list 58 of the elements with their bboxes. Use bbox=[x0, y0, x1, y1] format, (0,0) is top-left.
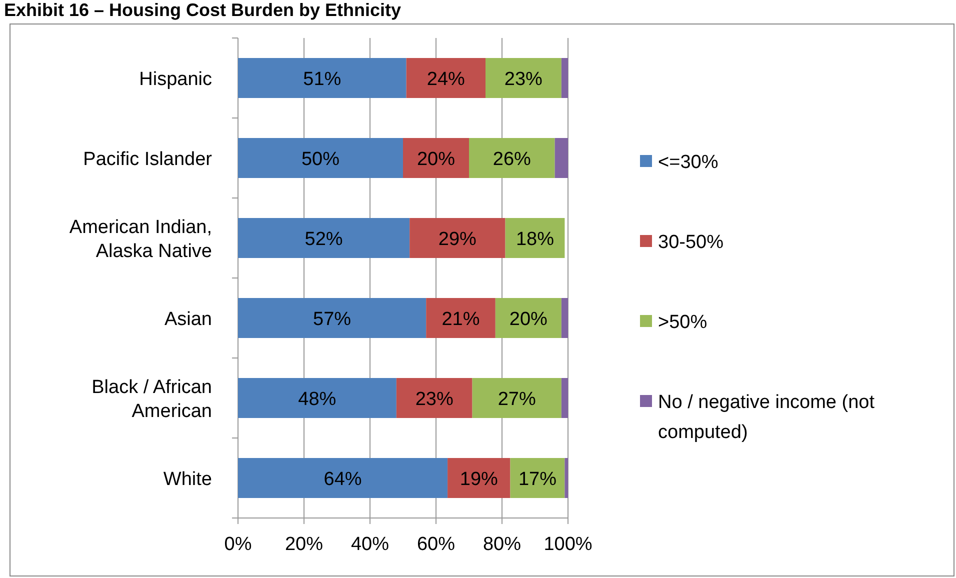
y-tick-label: Asian bbox=[164, 309, 212, 330]
bar bbox=[238, 138, 403, 178]
data-label: 52% bbox=[304, 229, 343, 250]
x-tick-label: 0% bbox=[224, 534, 252, 555]
data-label: 24% bbox=[426, 69, 466, 90]
bar bbox=[238, 298, 426, 338]
data-label: 29% bbox=[438, 229, 477, 250]
data-label: 20% bbox=[416, 149, 456, 170]
x-tick-label: 60% bbox=[416, 534, 456, 555]
data-label: 20% bbox=[509, 309, 548, 330]
chart-title: Exhibit 16 – Housing Cost Burden by Ethnicity bbox=[4, 0, 402, 20]
data-label: 19% bbox=[460, 469, 498, 490]
bar bbox=[510, 458, 565, 498]
y-tick-label: Hispanic bbox=[139, 69, 212, 90]
bar bbox=[495, 298, 562, 338]
data-label: 23% bbox=[415, 389, 454, 410]
x-tick-label: 20% bbox=[284, 534, 324, 555]
data-label: 17% bbox=[518, 469, 557, 490]
data-label: 51% bbox=[303, 69, 342, 90]
bar bbox=[238, 58, 406, 98]
x-tick-label: 100% bbox=[544, 534, 592, 555]
data-label: 23% bbox=[504, 69, 543, 90]
y-tick-label: American Indian, Alaska Native bbox=[69, 217, 212, 262]
bar bbox=[448, 458, 510, 498]
legend-label: No / negative income (not computed) bbox=[658, 392, 876, 443]
bar bbox=[406, 58, 486, 98]
y-tick-label: Black / African American bbox=[92, 377, 212, 422]
data-label: 27% bbox=[498, 389, 536, 410]
bar bbox=[396, 378, 472, 418]
legend-label: 30-50% bbox=[658, 232, 724, 253]
bar bbox=[238, 378, 396, 418]
data-label: 48% bbox=[298, 389, 336, 410]
bar bbox=[561, 58, 568, 98]
bar bbox=[505, 218, 565, 258]
bar bbox=[554, 138, 568, 178]
bar bbox=[561, 378, 568, 418]
x-tick-label: 40% bbox=[350, 534, 390, 555]
data-label: 18% bbox=[516, 229, 554, 250]
bar bbox=[469, 138, 555, 178]
data-label: 21% bbox=[442, 309, 480, 330]
y-tick-label: White bbox=[163, 469, 212, 490]
y-tick-label: Pacific Islander bbox=[83, 149, 213, 170]
legend-label: >50% bbox=[658, 312, 708, 333]
bar bbox=[561, 298, 568, 338]
bar bbox=[238, 458, 448, 498]
bar bbox=[486, 58, 562, 98]
bar bbox=[403, 138, 469, 178]
legend-label: <=30% bbox=[658, 152, 718, 173]
bar bbox=[238, 218, 410, 258]
bar bbox=[564, 458, 568, 498]
data-label: 64% bbox=[324, 469, 362, 490]
data-label: 50% bbox=[301, 149, 340, 170]
data-label: 57% bbox=[313, 309, 352, 330]
bar bbox=[410, 218, 506, 258]
data-label: 26% bbox=[492, 149, 532, 170]
bar bbox=[426, 298, 496, 338]
x-tick-label: 80% bbox=[482, 534, 522, 555]
bar bbox=[472, 378, 562, 418]
